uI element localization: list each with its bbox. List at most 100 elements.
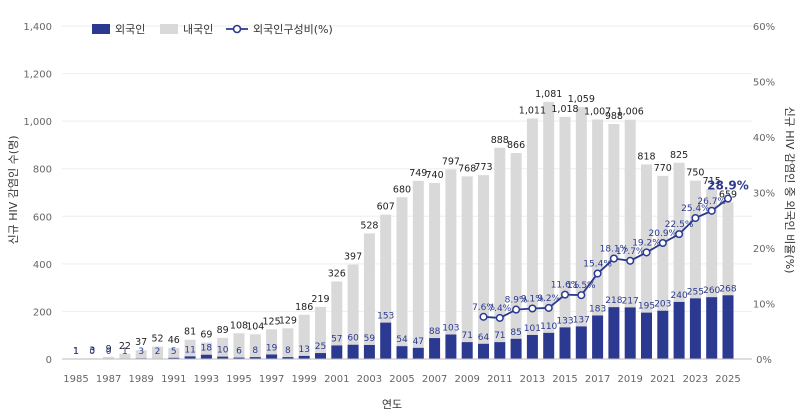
x-tick-label: 1985 (63, 374, 88, 385)
bar-domestic (461, 176, 473, 343)
bar-foreign (363, 344, 375, 359)
foreign-value-label: 3 (138, 347, 144, 357)
x-tick-label: 2015 (552, 374, 577, 385)
ratio-value-label: 7.6% (472, 303, 495, 313)
ratio-value-label: 9.1% (521, 294, 544, 304)
ratio-marker (658, 238, 667, 248)
ratio-marker (495, 313, 504, 322)
bar-domestic (624, 119, 636, 308)
foreign-value-label: 57 (331, 334, 342, 344)
ratio-value-label: 22.5% (665, 220, 694, 230)
ratio-labels: 7.6%7.4%8.9%9.1%9.2% 11.6%11.5% 15.4% 18.1%… (472, 179, 749, 314)
bar-domestic (494, 147, 506, 343)
bar-domestic (592, 119, 604, 316)
total-label: 866 (507, 140, 525, 151)
ratio-value-label: 15.4% (583, 260, 612, 270)
bar-foreign (494, 342, 506, 359)
bar-foreign (706, 297, 718, 359)
bar-foreign (396, 346, 408, 359)
bar-domestic (298, 314, 310, 356)
bar-foreign (526, 334, 538, 359)
foreign-value-label: 195 (638, 302, 655, 312)
total-label: 104 (246, 321, 264, 332)
foreign-value-label: 11 (184, 345, 195, 355)
x-tick-label: 1987 (96, 374, 121, 385)
legend: 외국인 내국인 외국인구성비(%) (92, 23, 333, 36)
bar-domestic (510, 153, 522, 339)
total-label: 1,007 (584, 106, 611, 117)
bar-foreign (298, 355, 310, 359)
bar-domestic (380, 214, 392, 323)
total-label: 108 (230, 320, 248, 331)
bar-domestic (641, 164, 652, 313)
foreign-value-label: 1 (73, 347, 79, 357)
legend-foreign-label: 외국인 (115, 23, 145, 36)
ratio-value-label: 11.6% (551, 281, 580, 291)
foreign-value-label: 8 (285, 346, 291, 356)
ratio-marker (626, 256, 635, 265)
y2-tick-label: 40% (753, 133, 775, 144)
total-label: 1,059 (568, 94, 595, 105)
foreign-value-label: 25 (315, 342, 326, 352)
x-axis-title: 연도 (382, 398, 402, 411)
y-tick-label: 1,000 (23, 117, 52, 128)
x-tick-label: 1999 (291, 374, 316, 385)
bar-domestic (478, 175, 489, 344)
foreign-value-label: 10 (217, 346, 229, 356)
bar-foreign (461, 342, 473, 359)
bar-domestic (412, 180, 424, 348)
y-tick-label: 0 (46, 355, 52, 366)
foreign-value-label: 71 (461, 331, 472, 341)
total-label: 825 (670, 150, 688, 161)
foreign-value-label: 19 (266, 343, 278, 353)
y2-tick-label: 20% (753, 244, 775, 255)
foreign-value-label: 153 (377, 312, 394, 322)
foreign-value-label: 59 (364, 334, 376, 344)
bar-domestic (233, 333, 245, 358)
y-tick-label: 1,200 (23, 70, 52, 81)
bar-domestic (608, 123, 620, 308)
total-label: 37 (135, 337, 147, 348)
bar-foreign (657, 310, 669, 359)
y-tick-label: 800 (33, 165, 52, 176)
foreign-value-label: 260 (703, 286, 720, 296)
bar-foreign (445, 334, 457, 359)
foreign-value-label: 0 (89, 347, 95, 357)
total-label: 52 (151, 334, 163, 345)
ratio-marker (577, 291, 586, 300)
bar-domestic (266, 329, 278, 355)
bar-foreign (184, 356, 196, 359)
bar-foreign (510, 338, 522, 359)
bar-domestic (315, 306, 326, 354)
bar-domestic (103, 356, 115, 359)
total-label: 768 (458, 163, 476, 174)
ratio-marker (479, 312, 488, 321)
x-tick-label: 2019 (617, 374, 642, 385)
foreign-value-label: 6 (236, 347, 242, 357)
bar-domestic (152, 346, 163, 359)
y-tick-label: 200 (33, 307, 52, 318)
total-label: 3 (89, 345, 95, 356)
bar-domestic (429, 182, 441, 339)
foreign-value-label: 8 (252, 346, 258, 356)
total-label: 69 (200, 330, 212, 341)
total-label: 607 (377, 202, 395, 213)
total-label: 770 (654, 163, 672, 174)
total-label: 988 (605, 111, 623, 122)
bar-domestic (575, 107, 587, 327)
total-label: 186 (295, 302, 313, 313)
foreign-value-label: 64 (478, 333, 490, 343)
bar-domestic (200, 342, 212, 355)
ratio-marker (593, 269, 602, 278)
x-tick-label: 2009 (454, 374, 479, 385)
ratio-marker (723, 194, 733, 203)
total-label: 818 (637, 151, 655, 162)
foreign-value-label: 88 (429, 327, 441, 337)
bar-domestic (347, 264, 359, 345)
foreign-value-label: 1 (122, 347, 128, 357)
total-label: 715 (703, 176, 721, 187)
y-axis-title: 신규 HIV 감염인 수(명) (7, 136, 20, 245)
bar-foreign (624, 307, 636, 359)
